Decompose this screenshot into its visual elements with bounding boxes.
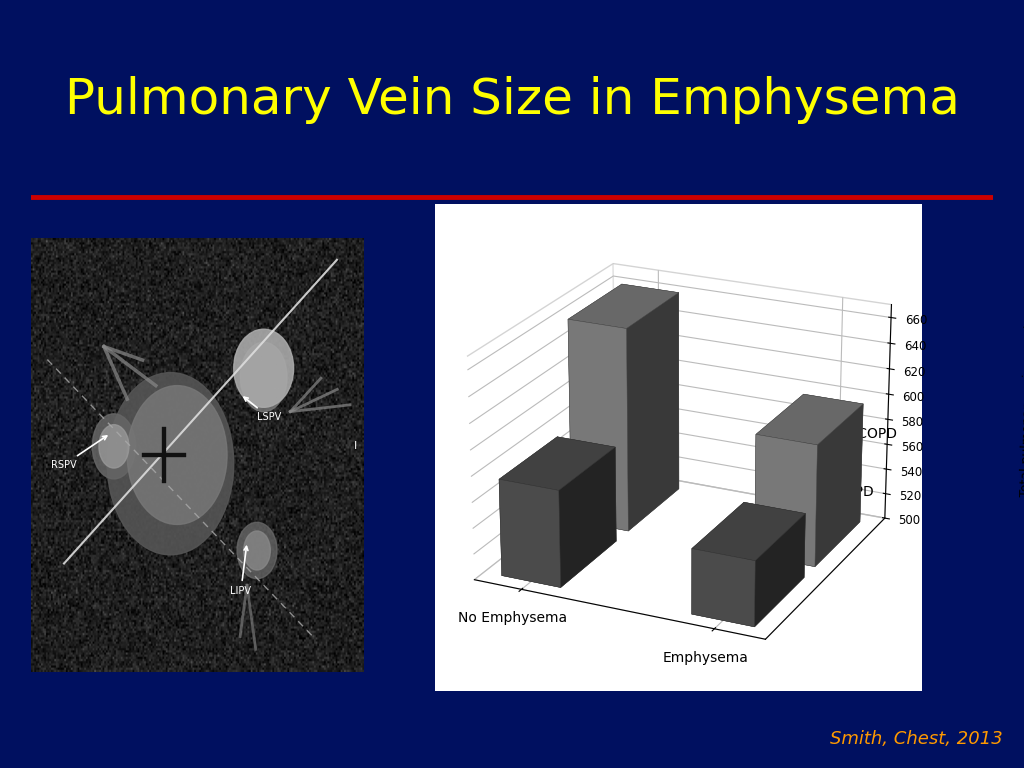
Ellipse shape xyxy=(244,531,270,570)
Circle shape xyxy=(233,329,294,407)
Text: COPD: COPD xyxy=(835,485,874,499)
Text: Smith, Chest, 2013: Smith, Chest, 2013 xyxy=(830,730,1002,748)
Ellipse shape xyxy=(99,425,129,468)
Text: No COPD: No COPD xyxy=(835,426,897,441)
Ellipse shape xyxy=(108,372,233,554)
Ellipse shape xyxy=(92,414,135,479)
Text: LSPV: LSPV xyxy=(244,397,282,422)
Ellipse shape xyxy=(127,386,227,525)
Text: I: I xyxy=(353,442,356,452)
Ellipse shape xyxy=(238,522,276,579)
Text: LIPV: LIPV xyxy=(230,546,252,596)
Ellipse shape xyxy=(241,343,287,412)
Text: Pulmonary Vein Size in Emphysema: Pulmonary Vein Size in Emphysema xyxy=(65,77,959,124)
Text: RSPV: RSPV xyxy=(50,436,106,470)
